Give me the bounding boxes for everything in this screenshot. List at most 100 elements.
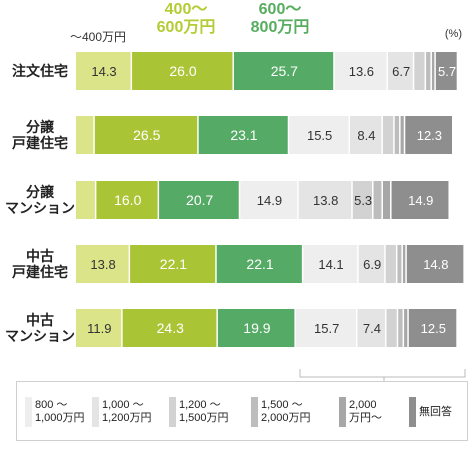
bar-segment-r3-s7 bbox=[402, 245, 406, 283]
legend-swatch bbox=[409, 397, 416, 427]
bar-segment-r2-s4 bbox=[298, 181, 352, 219]
bar-segment-r4-s1 bbox=[122, 309, 217, 347]
data-label-r4-s1: 24.3 bbox=[157, 320, 184, 336]
category-label-3: 中古戸建住宅 bbox=[12, 248, 68, 280]
bar-segment-r0-s4 bbox=[388, 52, 413, 90]
data-label-r1-s4: 8.4 bbox=[357, 128, 375, 143]
category-label-2: 分譲マンション bbox=[5, 184, 75, 216]
legend-item: 2,000 万円～ bbox=[339, 382, 382, 442]
data-label-r0-s4: 6.7 bbox=[392, 64, 410, 79]
legend-label: 1,200 ～ 1,500万円 bbox=[179, 399, 229, 424]
data-label-r3-s0: 13.8 bbox=[90, 257, 115, 272]
legend: 800 ～ 1,000万円 1,000 ～ 1,200万円 1,200 ～ 1,50… bbox=[16, 381, 468, 441]
legend-swatch bbox=[251, 397, 258, 427]
header-label-2: 600～ 800万円 bbox=[251, 1, 310, 36]
bar-segment-r3-s4 bbox=[358, 245, 385, 283]
bar-segment-r0-s1 bbox=[132, 52, 233, 90]
data-label-r1-s1: 26.5 bbox=[133, 127, 160, 143]
data-label-r1-s3: 15.5 bbox=[307, 128, 332, 143]
bar-segment-r3-s1 bbox=[130, 245, 216, 283]
data-label-r2-s4: 13.8 bbox=[313, 193, 338, 208]
bar-segment-r4-s3 bbox=[295, 309, 356, 347]
bar-segment-r4-s8 bbox=[408, 309, 457, 347]
legend-item: 800 ～ 1,000万円 bbox=[25, 382, 85, 442]
bar-segment-r0-s0 bbox=[76, 52, 131, 90]
legend-label: 800 ～ 1,000万円 bbox=[35, 399, 85, 424]
data-label-r4-s3: 15.7 bbox=[314, 321, 339, 336]
bar-segment-r1-s2 bbox=[198, 116, 288, 154]
category-label-4: 中古マンション bbox=[5, 312, 75, 344]
legend-item: 1,200 ～ 1,500万円 bbox=[169, 382, 229, 442]
bar-segment-r2-s8 bbox=[391, 181, 449, 219]
legend-swatch bbox=[25, 397, 32, 427]
data-label-r2-s5: 5.3 bbox=[354, 193, 372, 208]
data-label-r2-s3: 14.9 bbox=[257, 193, 282, 208]
bar-segment-r3-s3 bbox=[303, 245, 358, 283]
data-label-r4-s4: 7.4 bbox=[363, 321, 381, 336]
bar-segment-r1-s3 bbox=[289, 116, 349, 154]
data-label-r3-s2: 22.1 bbox=[246, 256, 273, 272]
data-label-r1-s2: 23.1 bbox=[230, 127, 257, 143]
bar-segment-r1-s6 bbox=[394, 116, 400, 154]
data-label-r4-s0: 11.9 bbox=[87, 321, 111, 336]
bar-segment-r0-s3 bbox=[334, 52, 387, 90]
data-label-r0-s2: 25.7 bbox=[271, 63, 298, 79]
data-label-r0-s1: 26.0 bbox=[169, 63, 196, 79]
header-label-1: 400～ 600万円 bbox=[157, 1, 216, 36]
bar-segment-r3-s0 bbox=[76, 245, 129, 283]
legend-label: 2,000 万円～ bbox=[349, 399, 382, 424]
data-label-r0-s0: 14.3 bbox=[91, 64, 116, 79]
bar-segment-r1-s8 bbox=[405, 116, 452, 154]
data-label-r3-s4: 6.9 bbox=[363, 257, 381, 272]
bar-segment-r0-s5 bbox=[414, 52, 425, 90]
data-label-r4-s8: 12.5 bbox=[421, 321, 446, 336]
category-label-0: 注文住宅 bbox=[12, 63, 68, 79]
bar-segment-r1-s5 bbox=[382, 116, 394, 154]
legend-item: 1,000 ～ 1,200万円 bbox=[92, 382, 152, 442]
bar-segment-r4-s5 bbox=[386, 309, 397, 347]
bar-segment-r2-s7 bbox=[382, 181, 391, 219]
bar-segment-r0-s8 bbox=[435, 52, 457, 90]
data-label-r0-s8: 5.7 bbox=[438, 64, 456, 79]
bar-segment-r0-s7 bbox=[431, 52, 435, 90]
bar-segment-r2-s1 bbox=[96, 181, 158, 219]
legend-swatch bbox=[169, 397, 176, 427]
data-label-r3-s8: 14.8 bbox=[423, 257, 448, 272]
bar-segment-r4-s2 bbox=[217, 309, 295, 347]
legend-item: 無回答 bbox=[409, 382, 452, 442]
data-label-r3-s3: 14.1 bbox=[318, 257, 343, 272]
unit-label: (%) bbox=[445, 28, 462, 40]
bar-segment-r1-s7 bbox=[400, 116, 404, 154]
data-label-r2-s1: 16.0 bbox=[114, 192, 141, 208]
bar-segment-r2-s0 bbox=[76, 181, 95, 219]
bar-segment-r2-s5 bbox=[352, 181, 373, 219]
bar-segment-r3-s2 bbox=[216, 245, 302, 283]
bar-segment-r0-s6 bbox=[426, 52, 431, 90]
data-label-r4-s2: 19.9 bbox=[243, 320, 270, 336]
bar-segment-r1-s0 bbox=[76, 116, 94, 154]
bar-segment-r2-s6 bbox=[373, 181, 382, 219]
bar-segment-r3-s6 bbox=[397, 245, 402, 283]
category-label-1: 分譲戸建住宅 bbox=[12, 119, 68, 151]
legend-swatch bbox=[339, 397, 346, 427]
header-label-0: ～400万円 bbox=[70, 30, 126, 44]
data-label-r3-s1: 22.1 bbox=[160, 256, 187, 272]
bar-segment-r4-s6 bbox=[398, 309, 403, 347]
bar-segment-r4-s0 bbox=[76, 309, 122, 347]
bar-segment-r3-s5 bbox=[385, 245, 396, 283]
bar-segment-r2-s2 bbox=[159, 181, 239, 219]
legend-swatch bbox=[92, 397, 99, 427]
legend-label: 無回答 bbox=[419, 405, 452, 418]
data-label-r1-s8: 12.3 bbox=[417, 128, 442, 143]
legend-label: 1,500 ～ 2,000万円 bbox=[261, 399, 311, 424]
bar-segment-r2-s3 bbox=[240, 181, 298, 219]
bar-segment-r1-s4 bbox=[350, 116, 382, 154]
legend-label: 1,000 ～ 1,200万円 bbox=[102, 399, 152, 424]
bar-segment-r1-s1 bbox=[94, 116, 198, 154]
bar-segment-r4-s4 bbox=[357, 309, 385, 347]
data-label-r2-s8: 14.9 bbox=[408, 193, 433, 208]
bar-segment-r4-s7 bbox=[404, 309, 408, 347]
bar-segment-r0-s2 bbox=[233, 52, 334, 90]
data-label-r2-s2: 20.7 bbox=[186, 192, 213, 208]
